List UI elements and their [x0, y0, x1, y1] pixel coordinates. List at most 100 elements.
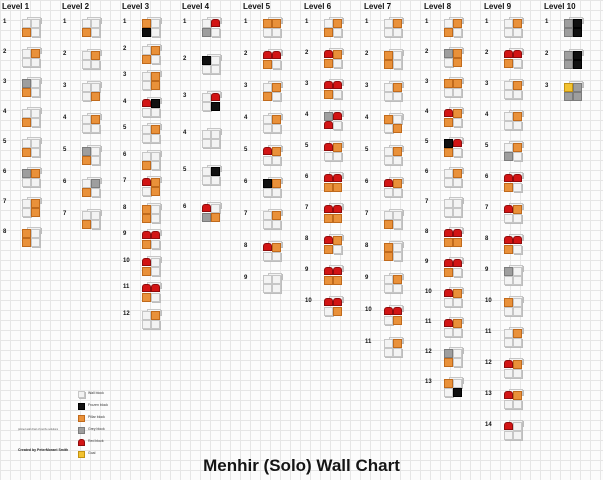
puzzle-diagram: 3: [241, 81, 299, 111]
puzzle-number: 3: [545, 83, 549, 89]
block-tile-grey: [564, 92, 573, 101]
block-tile-wall: [272, 252, 281, 261]
block-tile-frozen: [453, 388, 462, 397]
puzzle-art: [320, 296, 356, 326]
block-tile-wall: [272, 28, 281, 37]
puzzle-art: [560, 17, 596, 47]
puzzle-number: 4: [123, 98, 127, 105]
puzzle-number: 1: [123, 19, 127, 25]
block-tile-wall: [513, 431, 522, 440]
puzzle-art: [78, 209, 114, 239]
puzzle-diagram: 13: [482, 389, 540, 418]
legend-label: Wall block: [88, 391, 104, 395]
block-tile-wall: [211, 28, 220, 37]
puzzle-number: 3: [123, 72, 127, 78]
legend-swatch: [78, 391, 85, 398]
puzzle-diagram: 3: [180, 91, 238, 126]
puzzle-diagram: 6: [422, 167, 480, 195]
block-tile-red: [333, 174, 342, 182]
puzzle-diagram: 9: [362, 273, 420, 303]
block-tile-wall: [91, 147, 100, 156]
puzzle-art: [259, 177, 295, 207]
puzzle-art: [198, 54, 234, 84]
block-tile-frozen: [573, 19, 582, 28]
block-tile-pillar: [22, 229, 31, 238]
puzzle-art: [500, 327, 536, 357]
puzzle-number: 1: [244, 19, 248, 25]
block-tile-pillar: [82, 28, 91, 37]
block-tile-red: [384, 179, 393, 187]
block-tile-wall: [31, 148, 40, 157]
puzzle-art: [440, 47, 476, 77]
puzzle-number: 5: [365, 147, 369, 153]
puzzle-diagram: 4: [422, 107, 480, 135]
block-tile-wall: [211, 65, 220, 74]
puzzle-art: [78, 49, 114, 79]
block-tile-red: [333, 112, 342, 120]
puzzle-number: 3: [183, 93, 187, 99]
block-tile-wall: [263, 252, 272, 261]
block-tile-wall: [504, 307, 513, 316]
block-tile-red: [444, 229, 453, 237]
puzzle-art: [320, 265, 356, 295]
block-tile-pillar: [324, 214, 333, 223]
block-tile-wall: [263, 188, 272, 197]
legend-label: Goal: [88, 451, 96, 455]
puzzle-diagram: 4: [180, 128, 238, 163]
puzzle-art: [500, 296, 536, 326]
puzzle-number: 6: [425, 169, 429, 175]
puzzle-art: [259, 241, 295, 271]
block-tile-wall: [453, 328, 462, 337]
puzzle-diagram: 2: [0, 47, 58, 75]
block-tile-wall: [272, 156, 281, 165]
puzzle-art: [320, 48, 356, 78]
block-tile-wall: [453, 88, 462, 97]
block-tile-wall: [384, 339, 393, 348]
puzzle-number: 9: [365, 275, 369, 281]
block-tile-wall: [22, 58, 31, 67]
block-tile-red: [151, 231, 160, 239]
puzzle-diagram: 5: [302, 141, 360, 170]
puzzle-number: 7: [485, 205, 489, 211]
puzzle-diagram: 1: [362, 17, 420, 47]
block-tile-pillar: [263, 60, 272, 69]
block-tile-wall: [151, 54, 160, 64]
block-tile-pillar: [333, 236, 342, 245]
block-tile-wall: [384, 275, 393, 284]
puzzle-diagram: 5: [362, 145, 420, 175]
puzzle-art: [320, 110, 356, 140]
block-tile-wall: [444, 199, 453, 208]
block-tile-wall: [504, 214, 513, 223]
puzzle-diagram: 5: [120, 123, 178, 148]
block-tile-pillar: [444, 238, 453, 247]
block-tile-wall: [444, 88, 453, 97]
puzzle-diagram: 11: [422, 317, 480, 345]
block-tile-pillar: [333, 307, 342, 316]
block-tile-red: [444, 319, 453, 327]
puzzle-number: 2: [3, 49, 7, 55]
puzzle-number: 10: [123, 257, 130, 264]
puzzle-art: [18, 77, 54, 107]
block-tile-wall: [263, 83, 272, 92]
block-tile-pillar: [384, 60, 393, 69]
puzzle-art: [500, 110, 536, 140]
block-tile-wall: [444, 208, 453, 217]
puzzle-diagram: 1: [302, 17, 360, 46]
puzzle-number: 8: [305, 236, 309, 242]
puzzle-diagram: 4: [0, 107, 58, 135]
puzzle-art: [259, 209, 295, 239]
block-tile-wall: [444, 178, 453, 187]
puzzle-number: 4: [244, 115, 248, 121]
legend-item-wall: Wall block: [78, 390, 138, 399]
block-tile-pillar: [142, 54, 151, 64]
block-tile-wall: [142, 125, 151, 134]
block-tile-wall: [393, 92, 402, 101]
block-tile-pillar: [333, 50, 342, 59]
block-tile-wall: [202, 102, 211, 111]
block-tile-pillar: [444, 118, 453, 127]
block-tile-pillar: [272, 147, 281, 156]
puzzle-art: [440, 107, 476, 137]
puzzle-art: [440, 317, 476, 347]
block-tile-wall: [31, 79, 40, 88]
